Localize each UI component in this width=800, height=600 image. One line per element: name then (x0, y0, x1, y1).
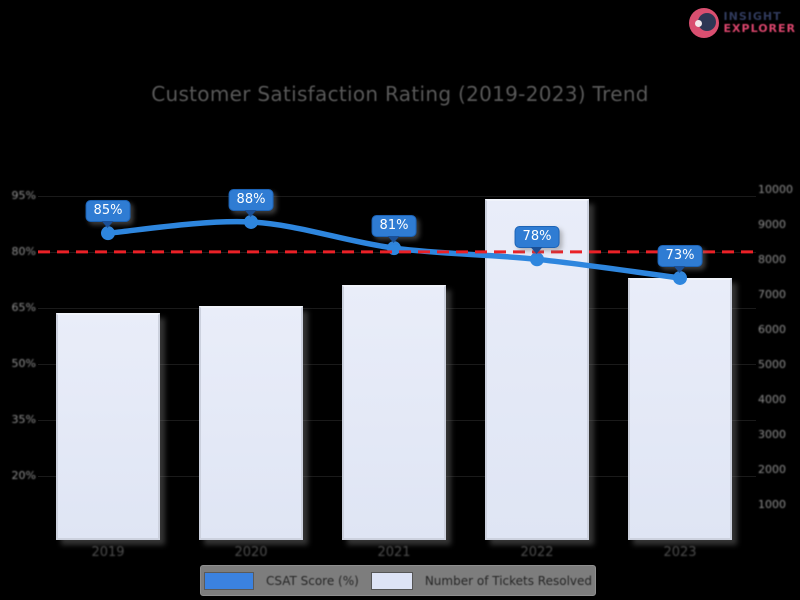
data-label-pill: 73% (657, 244, 703, 267)
left-axis-tick: 95% (11, 188, 36, 202)
right-axis-tick: 9000 (758, 218, 786, 231)
brand-logo: INSIGHT EXPLORER (688, 8, 796, 38)
x-axis-label: 2022 (520, 545, 554, 560)
chart-title: Customer Satisfaction Rating (2019-2023)… (151, 82, 649, 106)
data-label-pill: 88% (228, 188, 274, 211)
right-axis-tick: 8000 (758, 253, 786, 266)
x-axis-label: 2023 (663, 545, 697, 560)
right-axis-tick: 2000 (758, 463, 786, 476)
logo-line1: INSIGHT (723, 10, 782, 24)
x-axis-label: 2019 (91, 545, 125, 560)
right-axis-tick: 5000 (758, 358, 786, 371)
data-label-pill: 85% (85, 200, 131, 223)
line-marker (244, 214, 258, 229)
bar-2019 (56, 312, 160, 540)
bar-2020 (199, 305, 303, 540)
data-label-pill: 81% (371, 215, 417, 238)
right-axis-tick: 4000 (758, 393, 786, 406)
bar-2023 (628, 277, 732, 540)
right-axis-tick: 10000 (758, 183, 793, 196)
x-axis-label: 2020 (234, 545, 268, 560)
data-label-pill: 78% (514, 226, 560, 249)
logo-line2: EXPLORER (723, 22, 796, 35)
right-axis-tick: 6000 (758, 323, 786, 336)
left-axis-tick: 80% (11, 244, 36, 258)
left-axis-tick: 65% (11, 300, 36, 314)
legend-label-bar: Number of Tickets Resolved (424, 573, 593, 588)
left-axis-tick: 20% (11, 468, 36, 482)
legend: CSAT Score (%) Number of Tickets Resolve… (200, 565, 596, 596)
legend-swatch-bar (370, 571, 413, 590)
left-axis-tick: 35% (11, 412, 36, 426)
left-axis-tick: 50% (11, 356, 36, 370)
legend-swatch-line (203, 571, 254, 590)
gridline (38, 195, 756, 197)
x-axis-label: 2021 (377, 545, 411, 560)
right-axis-tick: 1000 (758, 498, 786, 511)
line-marker (673, 270, 687, 285)
legend-label-line: CSAT Score (%) (265, 573, 359, 588)
aperture-circle-icon (688, 8, 719, 38)
right-axis-tick: 7000 (758, 288, 786, 301)
line-marker (530, 252, 544, 267)
bar-2021 (342, 284, 446, 540)
right-axis-tick: 3000 (758, 428, 786, 441)
line-marker (101, 226, 115, 241)
